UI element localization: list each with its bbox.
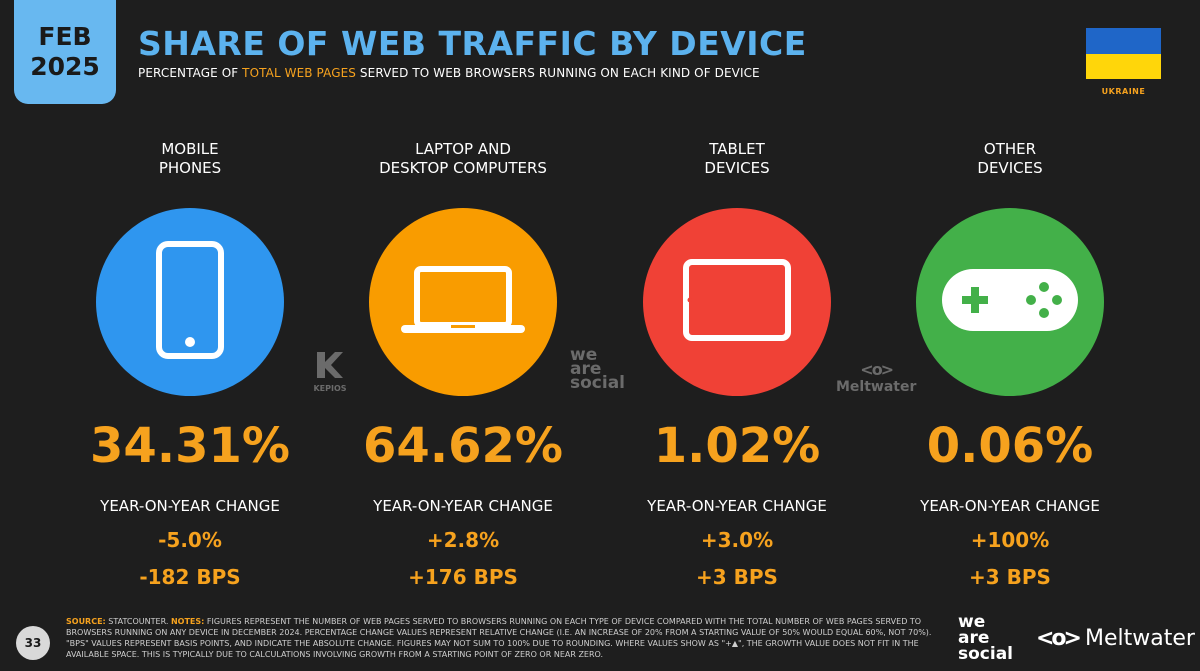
date-month: FEB <box>38 22 92 51</box>
country-label: UKRAINE <box>1101 87 1146 96</box>
yoy-bps-change: -182 BPS <box>139 565 241 589</box>
device-circle <box>643 208 831 396</box>
notes-label: NOTES: <box>170 617 205 626</box>
share-value: 64.62% <box>363 418 563 474</box>
source-label: SOURCE: <box>66 617 106 626</box>
share-value: 34.31% <box>90 418 290 474</box>
device-label: LAPTOP AND DESKTOP COMPUTERS <box>379 140 547 177</box>
wearesocial-watermark: we are social <box>570 345 626 393</box>
subtitle-pre: PERCENTAGE OF <box>138 66 243 80</box>
yoy-bps-change: +3 BPS <box>969 565 1051 589</box>
footer-notes: SOURCE: STATCOUNTER. NOTES: FIGURES REPR… <box>66 616 946 660</box>
share-value: 1.02% <box>653 418 821 474</box>
mobile-phone-icon <box>155 240 225 364</box>
source-text: STATCOUNTER. <box>105 617 171 626</box>
kepios-logo-icon <box>317 352 343 378</box>
notes-text: FIGURES REPRESENT THE NUMBER OF WEB PAGE… <box>66 617 932 659</box>
device-label: MOBILE PHONES <box>158 140 222 177</box>
meltwater-logo: <o> Meltwater <box>1036 626 1195 651</box>
tablet-icon <box>682 258 792 346</box>
meltwater-logo-icon: <o> <box>1036 626 1082 651</box>
gamepad-icon <box>942 267 1078 337</box>
yoy-label: YEAR-ON-YEAR CHANGE <box>100 497 280 515</box>
page-subtitle: PERCENTAGE OF TOTAL WEB PAGES SERVED TO … <box>138 66 760 80</box>
yoy-percent-change: +2.8% <box>426 528 500 552</box>
device-circle <box>369 208 557 396</box>
device-label: TABLET DEVICES <box>704 140 770 177</box>
subtitle-highlight: TOTAL WEB PAGES <box>242 66 356 80</box>
device-label: OTHER DEVICES <box>977 140 1043 177</box>
meltwater-logo-icon: <o> <box>860 360 894 379</box>
yoy-label: YEAR-ON-YEAR CHANGE <box>647 497 827 515</box>
yoy-label: YEAR-ON-YEAR CHANGE <box>920 497 1100 515</box>
yoy-label: YEAR-ON-YEAR CHANGE <box>373 497 553 515</box>
date-badge: FEB 2025 <box>14 0 116 104</box>
subtitle-post: SERVED TO WEB BROWSERS RUNNING ON EACH K… <box>356 66 760 80</box>
yoy-percent-change: +3.0% <box>700 528 774 552</box>
ukraine-flag-icon <box>1086 28 1161 79</box>
device-circle <box>96 208 284 396</box>
yoy-percent-change: -5.0% <box>158 528 222 552</box>
meltwater-logo-label: Meltwater <box>1084 626 1195 651</box>
yoy-bps-change: +176 BPS <box>408 565 518 589</box>
page-number: 33 <box>16 626 50 660</box>
date-year: 2025 <box>30 52 100 81</box>
kepios-watermark: KEPIOS <box>312 350 348 393</box>
share-value: 0.06% <box>926 418 1094 474</box>
yoy-percent-change: +100% <box>970 528 1050 552</box>
yoy-bps-change: +3 BPS <box>696 565 778 589</box>
kepios-label: KEPIOS <box>313 384 347 393</box>
device-circle <box>916 208 1104 396</box>
page-title: SHARE OF WEB TRAFFIC BY DEVICE <box>138 24 807 63</box>
laptop-icon <box>401 265 525 339</box>
wearesocial-logo: we are social <box>958 612 1014 664</box>
meltwater-label: Meltwater <box>836 379 917 395</box>
meltwater-watermark: <o> Meltwater <box>836 360 916 395</box>
